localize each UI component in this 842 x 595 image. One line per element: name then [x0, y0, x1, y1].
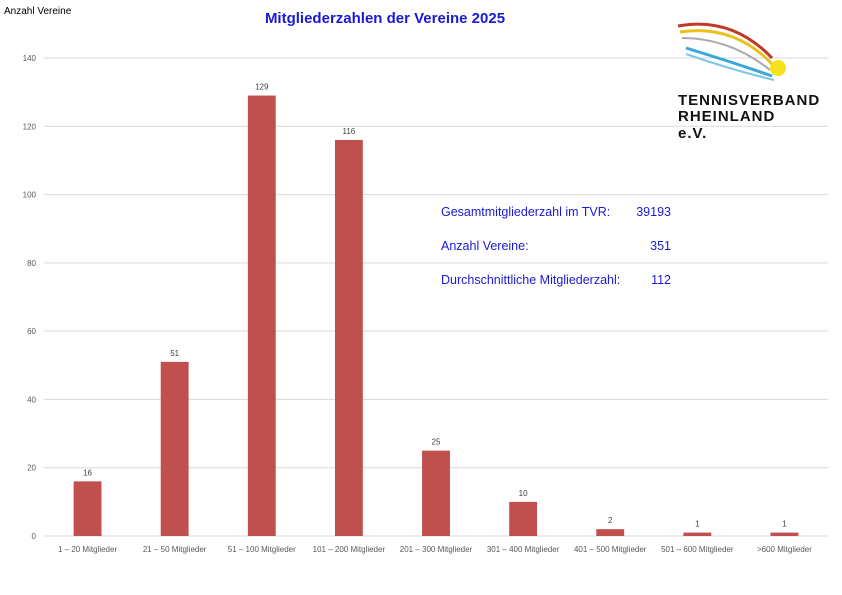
bar	[334, 139, 363, 536]
stat-label: Anzahl Vereine:	[441, 239, 529, 253]
bar	[770, 532, 799, 536]
x-tick-label: 501 – 600 Mitglieder	[661, 545, 734, 554]
y-tick-label: 80	[27, 259, 36, 268]
x-tick-label: >600 Mitglieder	[757, 545, 812, 554]
bar	[422, 450, 450, 536]
stat-club-count: Anzahl Vereine: 351	[441, 239, 671, 273]
x-tick-label: 401 – 500 Mitglieder	[574, 545, 647, 554]
y-axis-label: Anzahl Vereine	[4, 6, 72, 17]
data-label: 2	[608, 516, 613, 525]
bar	[160, 361, 189, 536]
data-label: 25	[432, 438, 441, 447]
x-tick-label: 101 – 200 Mitglieder	[313, 545, 386, 554]
x-tick-label: 51 – 100 Mitglieder	[228, 545, 296, 554]
bar	[509, 501, 538, 536]
y-tick-label: 0	[32, 532, 37, 541]
chart-title: Mitgliederzahlen der Vereine 2025	[264, 10, 506, 27]
stat-label: Durchschnittliche Mitgliederzahl:	[441, 273, 621, 287]
bar	[683, 532, 712, 536]
y-tick-label: 120	[23, 122, 37, 131]
x-tick-label: 1 – 20 Mitglieder	[58, 545, 117, 554]
stat-label: Gesamtmitgliederzahl im TVR:	[441, 205, 611, 219]
bar	[247, 95, 276, 537]
data-label: 51	[170, 349, 179, 358]
y-tick-label: 60	[27, 327, 36, 336]
x-tick-label: 21 – 50 Mitglieder	[143, 545, 207, 554]
data-label: 1	[695, 520, 700, 529]
y-tick-label: 100	[23, 191, 37, 200]
logo-text-line1: TENNISVERBAND	[678, 92, 821, 109]
y-tick-label: 20	[27, 464, 36, 473]
data-label: 129	[255, 83, 269, 92]
stat-value: 112	[651, 273, 671, 287]
bar	[596, 529, 625, 536]
x-tick-label: 301 – 400 Mitglieder	[487, 545, 560, 554]
data-label: 16	[83, 468, 92, 477]
data-label: 10	[519, 489, 528, 498]
y-tick-label: 40	[27, 395, 36, 404]
stat-average-members: Durchschnittliche Mitgliederzahl: 112	[441, 273, 671, 307]
stat-total-members: Gesamtmitgliederzahl im TVR: 39193	[441, 205, 671, 239]
logo-text-line2: RHEINLAND e.V.	[678, 108, 776, 142]
tennis-ball-swoosh-icon	[677, 22, 786, 81]
stat-value: 39193	[636, 205, 671, 219]
data-label: 1	[782, 520, 787, 529]
summary-stats: Gesamtmitgliederzahl im TVR: 39193 Anzah…	[441, 205, 671, 307]
x-tick-label: 201 – 300 Mitglieder	[400, 545, 473, 554]
stat-value: 351	[650, 239, 671, 253]
tennisverband-logo: TENNISVERBAND RHEINLAND e.V.	[672, 18, 819, 142]
data-label: 116	[343, 127, 356, 136]
bar	[73, 481, 102, 536]
y-tick-label: 140	[23, 54, 37, 63]
